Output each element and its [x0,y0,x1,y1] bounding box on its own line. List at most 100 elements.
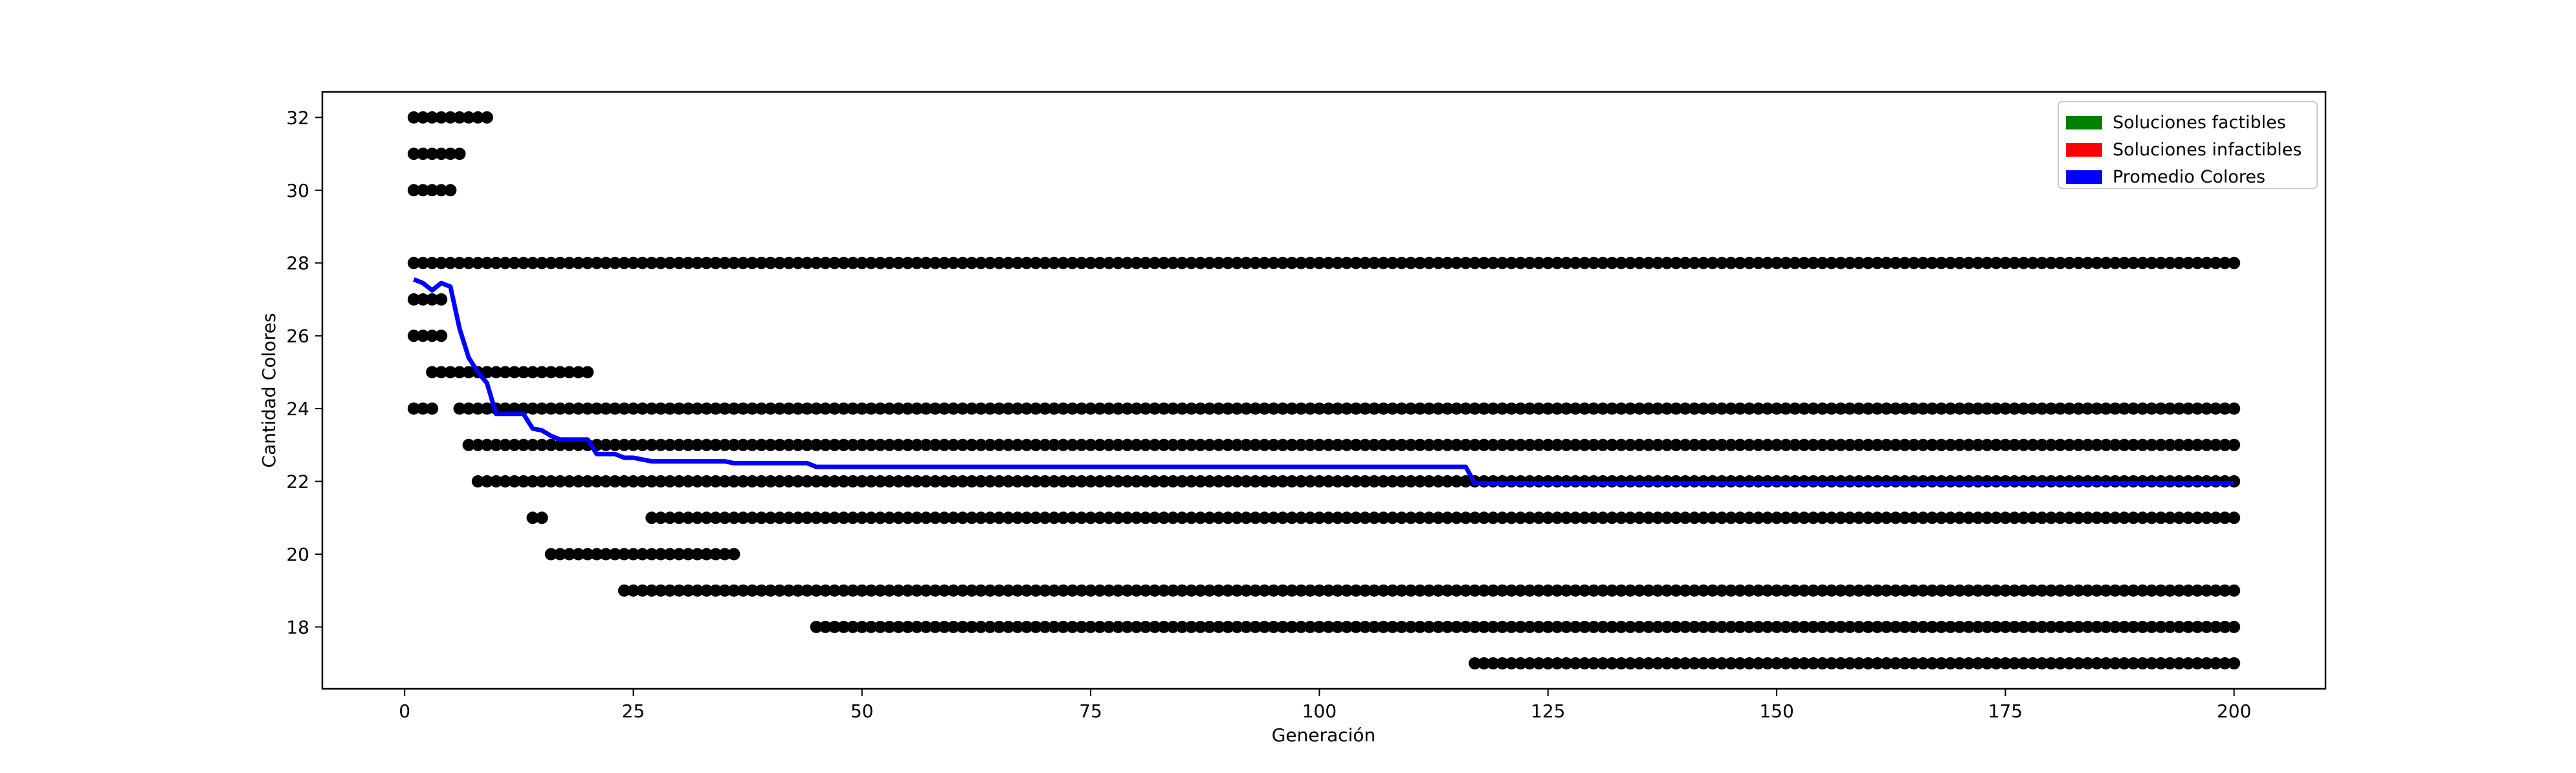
data-point [2082,511,2094,524]
data-point [2200,584,2213,597]
data-point [1020,511,1033,524]
data-point [1624,438,1637,451]
data-point [1542,511,1555,524]
data-point [2228,402,2241,415]
data-point [1834,620,1847,633]
data-point [1962,584,1975,597]
data-point [764,438,777,451]
data-point [654,256,667,269]
data-point [1788,511,1801,524]
data-point [920,511,933,524]
data-point [856,620,869,633]
data-point [856,511,869,524]
data-point [1368,584,1381,597]
data-point [691,402,704,415]
data-point [1752,511,1765,524]
data-point [1926,511,1938,524]
data-point [1524,620,1536,633]
data-point [929,475,942,487]
data-point [1414,584,1427,597]
data-point [1221,438,1234,451]
data-point [1304,402,1316,415]
data-point [1423,438,1436,451]
data-point [700,584,713,597]
data-point [1450,402,1463,415]
data-point [1880,620,1893,633]
x-tick-label: 75 [1079,700,1102,722]
data-point [553,256,566,269]
data-point [1752,402,1765,415]
data-point [1185,475,1198,487]
data-point [1075,584,1088,597]
data-point [1889,657,1902,670]
data-point [1770,438,1783,451]
data-point [1651,438,1664,451]
data-point [636,438,649,451]
data-point [1898,620,1911,633]
data-point [1121,511,1134,524]
data-point [645,402,658,415]
data-point [1478,256,1491,269]
data-point [2082,620,2094,633]
data-point [975,475,987,487]
data-point [1907,511,1920,524]
data-point [1276,584,1289,597]
data-point [2200,256,2213,269]
data-point [1313,438,1326,451]
data-point [508,438,521,451]
data-point [1834,438,1847,451]
data-point [1175,584,1188,597]
data-point [1852,402,1865,415]
data-point [1194,584,1207,597]
data-point [663,511,676,524]
data-point [1386,511,1399,524]
data-point [1770,256,1783,269]
data-point [2118,511,2131,524]
data-point [645,256,658,269]
data-point [1688,584,1701,597]
data-point [1331,620,1344,633]
data-point [737,402,749,415]
data-point [1706,584,1719,597]
data-point [1359,584,1371,597]
data-point [1405,438,1417,451]
data-point [453,366,466,379]
data-point [1953,657,1966,670]
data-point [1779,402,1792,415]
data-point [828,475,841,487]
data-point [1999,402,2012,415]
data-point [1239,475,1252,487]
data-point [792,475,805,487]
data-point [1496,511,1509,524]
data-point [755,438,768,451]
data-point [2008,256,2021,269]
data-point [847,402,860,415]
data-point [1706,657,1719,670]
data-point [1505,584,1518,597]
data-point [1670,620,1683,633]
data-point [1871,438,1883,451]
data-point [2100,657,2113,670]
data-point [1011,475,1024,487]
data-point [1834,584,1847,597]
data-point [2182,256,2195,269]
data-point [2063,256,2076,269]
data-point [819,402,832,415]
data-point [417,111,429,124]
data-point [1487,402,1500,415]
data-point [1615,402,1628,415]
data-point [1359,256,1371,269]
data-point [2164,657,2177,670]
data-point [838,438,850,451]
data-point [654,475,667,487]
data-point [1871,584,1883,597]
data-point [700,438,713,451]
data-point [1551,620,1564,633]
data-point [1999,584,2012,597]
data-point [984,511,997,524]
data-point [544,548,557,561]
data-point [1221,402,1234,415]
data-point [1871,511,1883,524]
data-point [1816,511,1829,524]
data-point [1670,511,1683,524]
